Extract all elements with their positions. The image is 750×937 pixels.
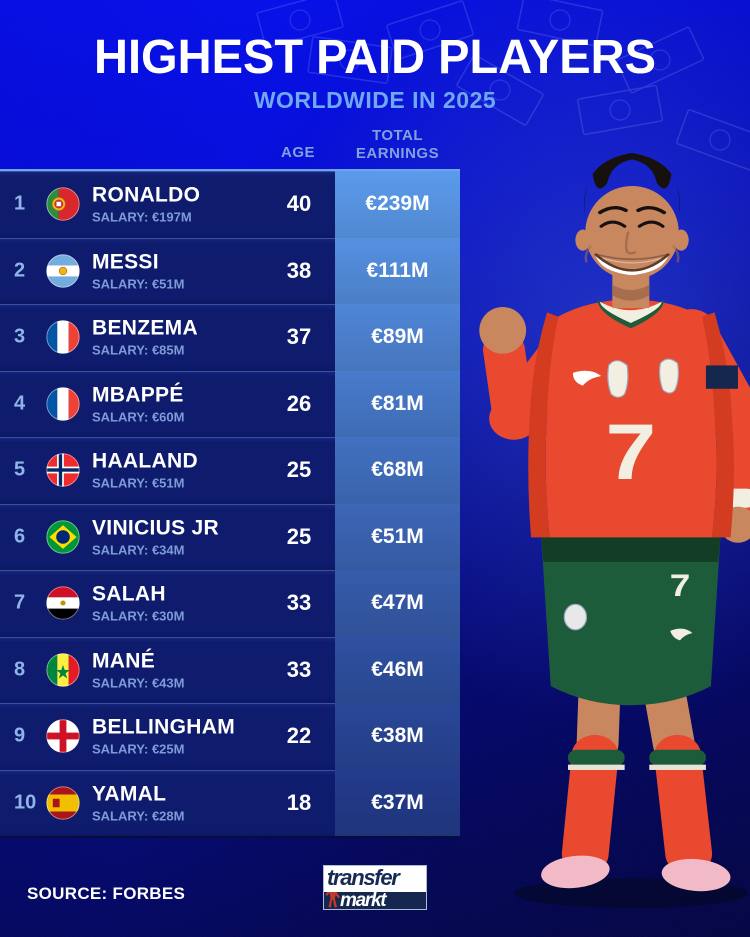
svg-text:7: 7 <box>605 409 656 497</box>
svg-text:7: 7 <box>670 568 691 603</box>
